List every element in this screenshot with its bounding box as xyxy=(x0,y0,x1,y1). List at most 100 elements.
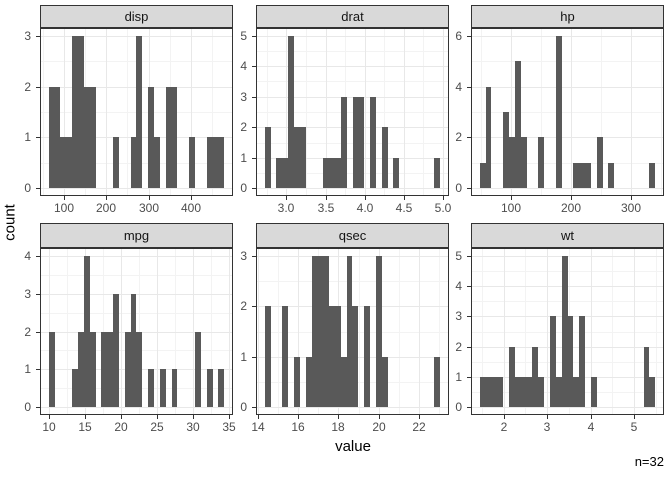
y-tick-mark xyxy=(467,407,471,408)
histogram-bar xyxy=(218,369,224,407)
gridline-y-minor xyxy=(471,61,664,62)
gridline-x-minor xyxy=(278,248,279,415)
y-tick-mark xyxy=(252,357,256,358)
histogram-bar xyxy=(364,306,370,407)
gridline-x-major xyxy=(365,28,366,196)
histogram-bar xyxy=(207,369,213,407)
gridline-x-major xyxy=(229,248,230,415)
histogram-bar xyxy=(532,347,538,407)
facet-title: wt xyxy=(561,228,574,243)
y-tick-label: 4 xyxy=(24,249,31,263)
histogram-bar xyxy=(90,332,96,407)
gridline-y-minor xyxy=(256,81,449,82)
histogram-bar xyxy=(644,347,649,407)
histogram-bar xyxy=(329,306,335,407)
x-tick-label: 5 xyxy=(630,420,638,434)
y-tick-label: 0 xyxy=(24,400,31,414)
gridline-x-major xyxy=(443,28,444,196)
histogram-bar xyxy=(597,137,603,188)
histogram-bar xyxy=(136,332,142,407)
y-tick-mark xyxy=(252,256,256,257)
gridline-y-major xyxy=(471,137,664,138)
gridline-x-major xyxy=(121,248,122,415)
histogram-bar xyxy=(562,256,568,407)
x-tick-label: 22 xyxy=(412,420,426,434)
histogram-bar xyxy=(282,158,288,188)
gridline-y-major xyxy=(40,407,233,408)
gridline-x-major xyxy=(191,28,192,196)
gridline-x-minor xyxy=(439,248,440,415)
gridline-y-major xyxy=(40,256,233,257)
histogram-bar xyxy=(521,137,527,188)
y-tick-mark xyxy=(467,347,471,348)
x-tick-mark xyxy=(379,415,380,419)
histogram-bar xyxy=(515,61,521,188)
y-tick-label: 2 xyxy=(455,130,462,144)
histogram-bar xyxy=(591,377,597,407)
x-tick-mark xyxy=(64,196,65,200)
histogram-bar xyxy=(49,332,55,407)
y-tick-label: 3 xyxy=(24,29,31,43)
facet-title: disp xyxy=(124,9,149,24)
histogram-bar xyxy=(148,369,154,407)
histogram-bar xyxy=(329,158,335,188)
x-tick-label: 18 xyxy=(331,420,345,434)
histogram-bar xyxy=(556,377,562,407)
histogram-bar xyxy=(486,87,491,188)
histogram-bar xyxy=(148,87,154,188)
histogram-bar xyxy=(113,137,119,188)
y-tick-label: 5 xyxy=(240,29,247,43)
histogram-bar xyxy=(608,163,614,188)
gridline-x-minor xyxy=(525,248,526,415)
histogram-bar xyxy=(347,256,352,407)
x-tick-mark xyxy=(298,415,299,419)
histogram-bar xyxy=(503,112,509,188)
gridline-x-minor xyxy=(482,248,483,415)
histogram-bar xyxy=(649,163,655,188)
histogram-bar xyxy=(352,306,358,407)
histogram-bar xyxy=(579,316,585,407)
x-tick-mark xyxy=(191,196,192,200)
y-tick-mark xyxy=(36,87,40,88)
histogram-bar xyxy=(172,369,177,407)
y-tick-mark xyxy=(467,316,471,317)
y-tick-mark xyxy=(252,188,256,189)
y-tick-label: 1 xyxy=(240,350,247,364)
x-tick-label: 16 xyxy=(291,420,305,434)
y-tick-mark xyxy=(467,256,471,257)
y-tick-label: 2 xyxy=(240,299,247,313)
histogram-bar xyxy=(480,377,486,407)
gridline-y-major xyxy=(40,294,233,295)
histogram-bar xyxy=(317,256,323,407)
gridline-x-major xyxy=(286,28,287,196)
histogram-bar xyxy=(341,97,347,188)
gridline-x-major xyxy=(298,248,299,415)
gridline-x-minor xyxy=(399,248,400,415)
histogram-bar xyxy=(556,36,562,188)
y-tick-label: 2 xyxy=(240,120,247,134)
histogram-bar xyxy=(376,256,382,407)
histogram-bar xyxy=(358,97,364,188)
histogram-bar xyxy=(393,158,399,188)
x-tick-mark xyxy=(365,196,366,200)
x-tick-label: 4.5 xyxy=(395,201,413,215)
histogram-bar xyxy=(480,163,486,188)
histogram-bar xyxy=(649,377,655,407)
facet-panel-wt xyxy=(471,248,664,415)
histogram-bar xyxy=(113,294,119,407)
gridline-x-major xyxy=(157,248,158,415)
facet-title: qsec xyxy=(338,228,367,243)
gridline-x-minor xyxy=(656,248,657,415)
x-tick-mark xyxy=(571,196,572,200)
y-tick-label: 2 xyxy=(455,340,462,354)
gridline-x-major xyxy=(404,28,405,196)
x-tick-mark xyxy=(286,196,287,200)
histogram-bar xyxy=(509,137,515,188)
x-tick-mark xyxy=(49,415,50,419)
y-tick-mark xyxy=(467,36,471,37)
x-tick-mark xyxy=(106,196,107,200)
x-tick-label: 5.0 xyxy=(434,201,452,215)
histogram-bar xyxy=(160,369,166,407)
y-tick-mark xyxy=(252,66,256,67)
histogram-bar xyxy=(131,294,136,407)
